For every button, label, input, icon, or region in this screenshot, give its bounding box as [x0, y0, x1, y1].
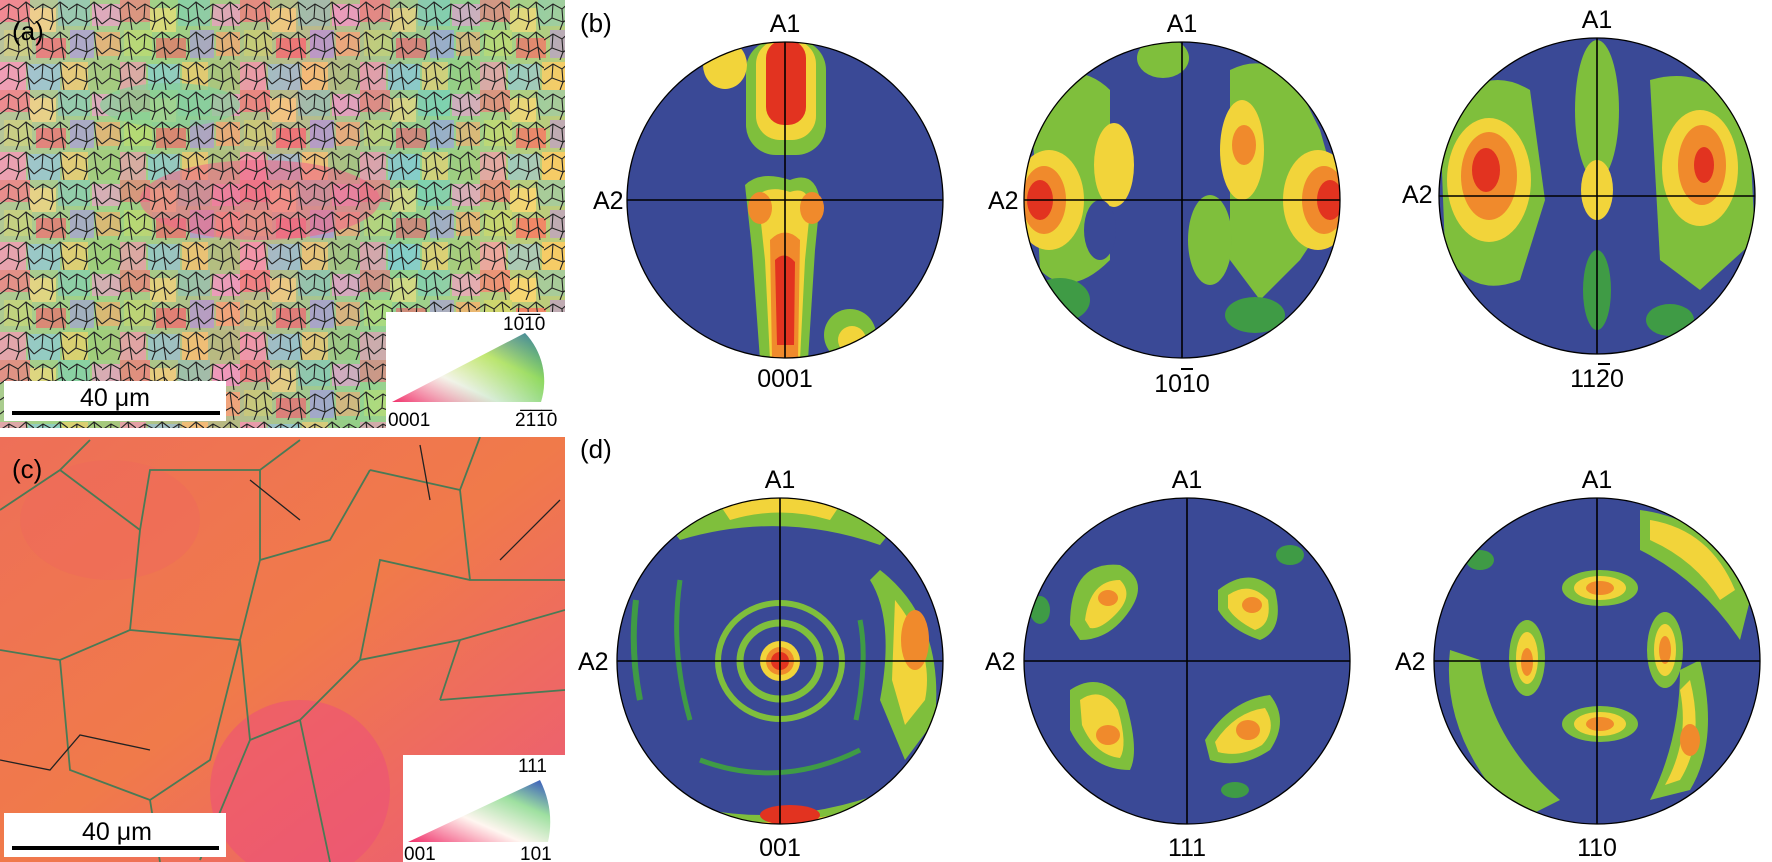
panel-a-ebsd-map	[0, 0, 565, 428]
pole-figure-111: A1 A2 111	[985, 466, 1351, 862]
pf-110-axis-top: A1	[1582, 466, 1613, 494]
pf-11-20-axis-top: A1	[1582, 6, 1613, 34]
pole-figure-0001: A1 A2 0001	[593, 10, 944, 393]
panel-a-key-right: 2̅1̅1̅0	[515, 410, 557, 431]
panel-c-key-top: 111	[518, 756, 547, 777]
pf-0001-axis-left: A2	[593, 187, 624, 215]
pf-11-20-pole-label: 1120	[1570, 365, 1624, 393]
panel-c-label: (c)	[12, 454, 42, 484]
pf-10-10-pole-label: 1010	[1154, 370, 1210, 398]
pf-111-pole-label: 111	[1168, 834, 1206, 862]
pf-111-axis-left: A2	[985, 648, 1016, 676]
pf-001-axis-left: A2	[578, 648, 609, 676]
pole-figure-110: A1 A2 110	[1395, 466, 1761, 862]
panel-c-color-key: 111 001 101	[403, 755, 565, 862]
pf-110-pole-label: 110	[1577, 834, 1617, 862]
pole-figure-10-10: A1 A2 1010	[988, 10, 1341, 398]
pf-11-20-axis-left: A2	[1402, 181, 1433, 209]
pf-0001-pole-label: 0001	[757, 365, 813, 393]
pf-001-axis-top: A1	[765, 466, 796, 494]
panel-a-label: (a)	[12, 16, 44, 46]
panel-a-scale-bar: 40 μm	[4, 381, 226, 421]
panel-c-scale-bar: 40 μm	[4, 813, 226, 857]
panel-a-key-top: 10̅1̅0	[503, 314, 545, 335]
panel-c-scale-text: 40 μm	[82, 818, 152, 846]
pf-001-pole-label: 001	[759, 834, 801, 862]
pf-10-10-axis-top: A1	[1167, 10, 1198, 38]
pf-0001-axis-top: A1	[770, 10, 801, 38]
panel-c-key-left: 001	[404, 844, 436, 862]
pole-figure-11-20: A1 A2 1120	[1402, 6, 1756, 393]
panel-c-key-right: 101	[520, 844, 552, 862]
panel-b-label: (b)	[580, 8, 612, 38]
panel-a-key-left: 0001	[388, 410, 430, 431]
pf-10-10-axis-left: A2	[988, 187, 1019, 215]
panel-a-color-key: 10̅1̅0 0001 2̅1̅1̅0	[386, 312, 565, 431]
pf-111-axis-top: A1	[1172, 466, 1203, 494]
pf-110-axis-left: A2	[1395, 648, 1426, 676]
panel-d-label: (d)	[580, 434, 612, 464]
pole-figure-001: A1 A2 001	[578, 466, 944, 862]
panel-a-scale-text: 40 μm	[80, 384, 150, 412]
